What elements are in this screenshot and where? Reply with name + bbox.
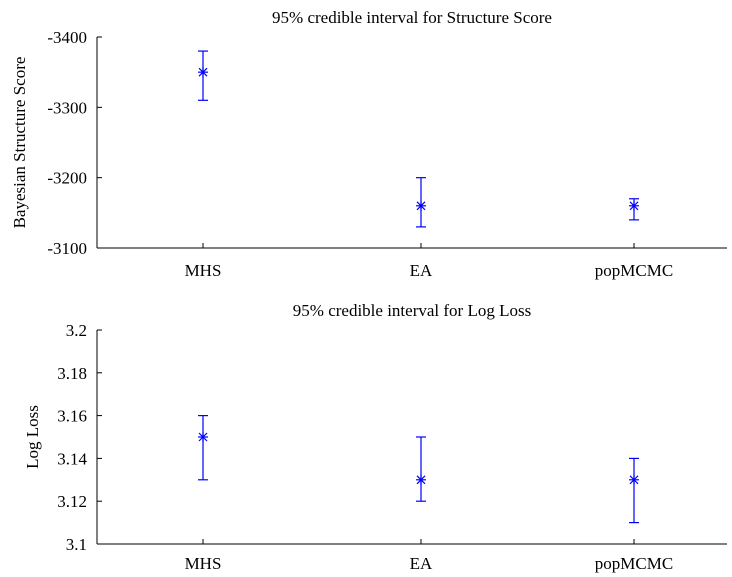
error-bar-ea xyxy=(416,177,426,228)
log-loss-chart: 95% credible interval for Log Loss Log Lo… xyxy=(23,301,727,573)
y-tick-label: 3.18 xyxy=(57,364,87,383)
y-tick-label: 3.1 xyxy=(66,535,87,554)
y-tick-label: 3.14 xyxy=(57,449,87,468)
chart-title: 95% credible interval for Log Loss xyxy=(293,301,531,320)
y-tick-label: 3.12 xyxy=(57,492,87,511)
y-tick-label: -3400 xyxy=(47,28,87,47)
y-tick-label: -3300 xyxy=(47,98,87,117)
y-tick-label: -3200 xyxy=(47,169,87,188)
x-category-label: popMCMC xyxy=(595,261,673,280)
chart-title: 95% credible interval for Structure Scor… xyxy=(272,8,552,27)
error-bar-mhs xyxy=(198,50,208,101)
y-axis-label: Bayesian Structure Score xyxy=(10,57,29,229)
y-axis-label: Log Loss xyxy=(23,405,42,469)
structure-score-chart: 95% credible interval for Structure Scor… xyxy=(10,8,727,280)
y-tick-label: 3.16 xyxy=(57,407,87,426)
y-tick-label: 3.2 xyxy=(66,321,87,340)
x-category-label: EA xyxy=(410,554,433,573)
x-category-label: MHS xyxy=(185,261,222,280)
error-bar-ea xyxy=(416,436,426,502)
error-bar-popmcmc xyxy=(629,457,639,524)
error-bar-mhs xyxy=(198,415,208,481)
error-bar-popmcmc xyxy=(629,198,639,221)
x-category-label: popMCMC xyxy=(595,554,673,573)
x-category-label: MHS xyxy=(185,554,222,573)
x-category-label: EA xyxy=(410,261,433,280)
y-tick-label: -3100 xyxy=(47,239,87,258)
